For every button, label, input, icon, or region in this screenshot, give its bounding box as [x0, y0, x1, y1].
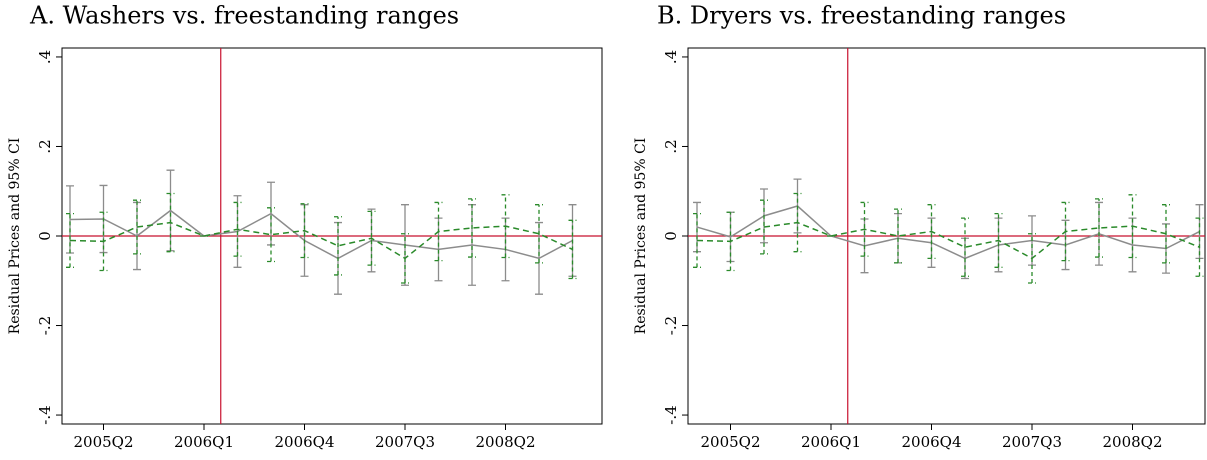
x-tick-label: 2005Q2 — [700, 433, 760, 451]
series-line — [696, 205, 1200, 260]
series-line — [69, 209, 573, 260]
error-bar — [1095, 198, 1103, 258]
error-bar — [860, 201, 869, 257]
error-bar — [367, 210, 376, 266]
y-tick-label: 0 — [36, 231, 54, 241]
error-bar — [300, 203, 309, 259]
x-tick-label: 2006Q4 — [274, 433, 334, 451]
error-bar — [535, 204, 543, 264]
error-bar — [233, 201, 242, 257]
x-tick-label: 2007Q3 — [1002, 433, 1062, 451]
y-tick-label: -.2 — [662, 316, 680, 335]
series-line — [69, 221, 573, 260]
y-axis-label: Residual Prices and 95% CI — [7, 138, 23, 335]
x-tick-label: 2008Q2 — [475, 433, 535, 451]
x-tick-label: 2006Q4 — [901, 433, 961, 451]
error-bar — [994, 212, 1003, 268]
x-tick-label: 2006Q1 — [801, 433, 861, 451]
y-tick-label: .4 — [36, 50, 54, 64]
error-bar — [133, 199, 141, 255]
x-tick-label: 2006Q1 — [174, 433, 234, 451]
error-bar — [334, 216, 342, 276]
y-tick-label: 0 — [662, 231, 680, 241]
y-tick-label: .2 — [662, 139, 680, 153]
error-bar — [66, 212, 74, 268]
error-bar — [1195, 217, 1204, 277]
y-tick-label: .2 — [36, 139, 54, 153]
error-bar — [894, 208, 902, 264]
error-bar — [267, 207, 275, 263]
y-tick-label: -.2 — [36, 316, 54, 335]
x-tick-label: 2007Q3 — [375, 433, 435, 451]
series-line — [696, 221, 1200, 260]
y-axis-label: Residual Prices and 95% CI — [633, 138, 649, 335]
y-tick-label: .4 — [662, 50, 680, 64]
y-tick-label: -.4 — [662, 405, 680, 424]
y-tick-label: -.4 — [36, 405, 54, 424]
error-bar — [927, 204, 936, 260]
error-bar — [760, 199, 768, 255]
chart-title: B. Dryers vs. freestanding ranges — [657, 2, 1066, 30]
x-tick-label: 2008Q2 — [1102, 433, 1162, 451]
x-tick-label: 2005Q2 — [73, 433, 133, 451]
error-bar — [961, 217, 969, 277]
error-bar — [693, 212, 701, 268]
error-bar — [468, 198, 476, 258]
chart-title: A. Washers vs. freestanding ranges — [29, 2, 459, 30]
